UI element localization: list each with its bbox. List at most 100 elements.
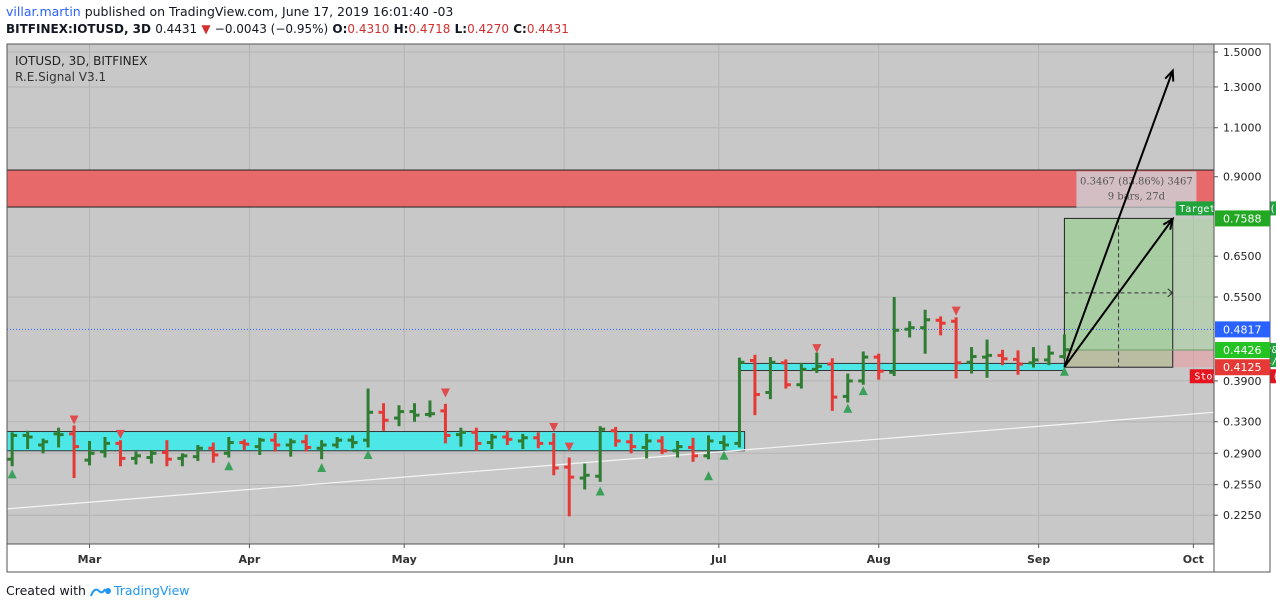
tradingview-brand-link[interactable]: TradingView bbox=[113, 583, 190, 598]
ohlc-bar bbox=[641, 433, 652, 459]
ohlc-bar bbox=[115, 440, 126, 467]
x-tick-label: Jul bbox=[710, 553, 727, 566]
ohlc-bar bbox=[301, 434, 312, 452]
buy-signal-icon bbox=[595, 486, 605, 496]
ohlc-bar bbox=[192, 444, 203, 461]
ohlc-bar bbox=[409, 403, 420, 422]
ohlc-bar bbox=[1028, 347, 1039, 368]
ohlc-bar bbox=[347, 435, 358, 449]
buy-signal-icon bbox=[224, 461, 234, 471]
sell-signal-icon bbox=[812, 344, 822, 354]
ohlc-bars bbox=[7, 296, 1070, 517]
time-axis[interactable] bbox=[7, 544, 1214, 572]
ohlc-bar bbox=[811, 352, 822, 373]
high-value: 0.4718 bbox=[408, 22, 451, 36]
buy-signal-icon bbox=[719, 450, 729, 460]
ohlc-bar bbox=[718, 435, 729, 450]
trend-line-segment[interactable] bbox=[6, 411, 1215, 510]
axes bbox=[6, 43, 1271, 573]
ohlc-bar bbox=[363, 388, 374, 448]
ohlc-bar bbox=[610, 426, 621, 447]
ohlc-bar bbox=[796, 362, 807, 389]
ohlc-bar bbox=[517, 433, 528, 450]
ohlc-bar bbox=[378, 403, 389, 431]
signal-markers bbox=[7, 306, 1069, 496]
ohlc-bar bbox=[130, 451, 141, 465]
ohlc-bar bbox=[935, 316, 946, 336]
ohlc-bar bbox=[765, 357, 776, 400]
y-tick-label: 0.3900 bbox=[1223, 375, 1262, 388]
ohlc-bar bbox=[951, 317, 962, 379]
price-tag-label: 0.4426 bbox=[1223, 344, 1262, 357]
ohlc-bar bbox=[208, 442, 219, 463]
trend-line[interactable] bbox=[6, 328, 1215, 510]
price-tag-label: 0.4817 bbox=[1223, 323, 1262, 336]
buy-signal-icon bbox=[363, 449, 373, 459]
range-tool-label[interactable]: 0.3467 (83.86%) 3467 9 bars, 27d bbox=[1076, 171, 1197, 208]
last-price: 0.4431 bbox=[155, 22, 198, 36]
ohlc-bar bbox=[889, 296, 900, 376]
buy-signal-icon bbox=[317, 463, 327, 473]
low-label: L: bbox=[454, 22, 468, 36]
zones bbox=[6, 169, 1215, 452]
ohlc-bar bbox=[316, 440, 327, 460]
ohlc-bar bbox=[254, 437, 265, 455]
ohlc-bar bbox=[239, 439, 250, 450]
chart-title: IOTUSD, 3D, BITFINEX bbox=[15, 54, 147, 68]
y-tick-label: 1.1000 bbox=[1223, 122, 1262, 135]
ohlc-bar bbox=[177, 453, 188, 467]
x-tick-label: Sep bbox=[1027, 553, 1050, 566]
symbol-label: BITFINEX:IOTUSD, 3D bbox=[6, 22, 151, 36]
price-tag-label: 0.7588 bbox=[1223, 212, 1262, 225]
price-tag-box bbox=[1215, 342, 1270, 359]
ohlc-bar bbox=[223, 436, 234, 458]
ohlc-bar bbox=[38, 438, 49, 454]
y-tick-label: 0.2250 bbox=[1223, 509, 1262, 522]
ohlc-bar bbox=[1043, 345, 1054, 366]
price-tag-box bbox=[1215, 210, 1270, 227]
range-tool-box bbox=[1076, 171, 1197, 208]
ohlc-bar bbox=[749, 354, 760, 416]
author-link[interactable]: villar.martin bbox=[6, 4, 81, 19]
projection-arrow[interactable] bbox=[1063, 216, 1175, 368]
plot-background bbox=[7, 44, 1214, 544]
grid bbox=[7, 44, 1214, 544]
x-tick-label: Apr bbox=[239, 553, 261, 566]
sell-signal-icon bbox=[951, 306, 961, 316]
ohlc-bar bbox=[657, 436, 668, 455]
ohlc-bar bbox=[734, 357, 745, 448]
x-tick-label: Aug bbox=[867, 553, 891, 566]
sell-signal-icon bbox=[549, 422, 559, 432]
arrowhead-icon bbox=[1162, 216, 1175, 230]
support-zone bbox=[738, 362, 1065, 372]
price-tag-box bbox=[1215, 359, 1270, 376]
ohlc-bar bbox=[394, 405, 405, 427]
x-tick-label: Mar bbox=[78, 553, 102, 566]
buy-signal-icon bbox=[858, 386, 868, 396]
ohlc-bar bbox=[626, 433, 637, 454]
ohlc-bar bbox=[100, 436, 111, 458]
ohlc-bar bbox=[827, 358, 838, 411]
range-arrowhead-icon bbox=[1167, 288, 1174, 298]
low-value: 0.4270 bbox=[467, 22, 510, 36]
arrow-shaft bbox=[1063, 218, 1174, 368]
ohlc-bar bbox=[1059, 334, 1070, 359]
range-tool-bars-text: 9 bars, 27d bbox=[1108, 191, 1166, 202]
arrowhead-icon bbox=[1164, 68, 1175, 82]
open-value: 0.4310 bbox=[347, 22, 390, 36]
high-label: H: bbox=[393, 22, 409, 36]
ohlc-bar bbox=[1012, 350, 1023, 375]
ohlc-bar bbox=[904, 321, 915, 338]
ohlc-bar bbox=[533, 432, 544, 449]
indicator-name[interactable]: R.E.Signal V3.1 bbox=[15, 70, 106, 84]
ohlc-bar bbox=[424, 400, 435, 418]
sell-signal-icon bbox=[69, 415, 79, 425]
price-axis[interactable] bbox=[1214, 44, 1270, 572]
projection-arrow[interactable] bbox=[1063, 68, 1175, 368]
buy-signal-icon bbox=[704, 471, 714, 481]
sell-signal-icon bbox=[564, 442, 574, 452]
ohlc-bar bbox=[440, 403, 451, 444]
sell-signal-icon bbox=[440, 388, 450, 398]
arrow-shaft bbox=[1063, 70, 1174, 368]
